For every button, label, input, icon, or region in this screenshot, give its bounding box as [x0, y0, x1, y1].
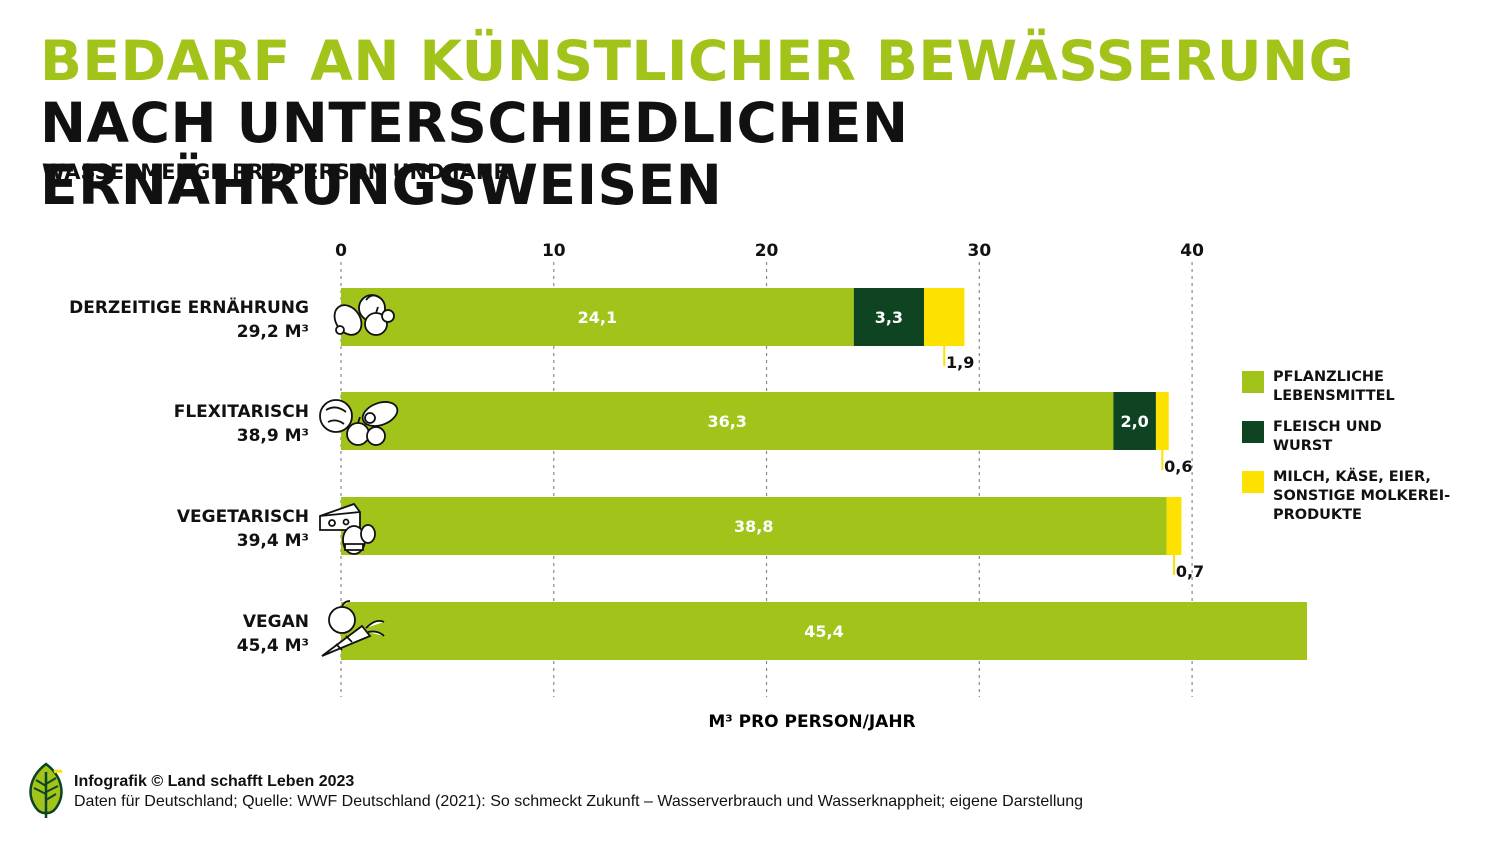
data-label-1-series-3: 1,9 — [946, 353, 974, 372]
data-label-2-series-2: 2,0 — [1120, 412, 1148, 431]
footer-source: Daten für Deutschland; Quelle: WWF Deuts… — [74, 793, 1084, 810]
legend-swatch-meat — [1242, 421, 1264, 443]
data-label-4-series-1: 45,4 — [804, 622, 843, 641]
chart-subtitle: WASSERMENGE PRO PERSON UND JAHR — [42, 160, 510, 184]
category-labels: DERZEITIGE ERNÄHRUNG 29,2 M³ FLEXITARISCH 3… — [69, 296, 309, 656]
category-total-3: 39,4 M³ — [237, 531, 309, 551]
bar-4-series-1 — [341, 602, 1307, 660]
bar-3-series-1 — [341, 497, 1167, 555]
category-total-2: 38,9 M³ — [237, 426, 309, 446]
category-name-2: FLEXITARISCH — [174, 402, 309, 422]
data-label-1-series-2: 3,3 — [875, 308, 903, 327]
title-highlight: BEDARF AN KÜNSTLICHER BEWÄSSERUNG — [40, 29, 1355, 93]
category-name-1: DERZEITIGE ERNÄHRUNG — [69, 296, 309, 318]
apple-carrot-icon — [321, 600, 385, 657]
category-name-3: VEGETARISCH — [177, 507, 309, 527]
data-label-1-series-1: 24,1 — [578, 308, 617, 327]
footer-credit: Infografik © Land schafft Leben 2023 — [74, 773, 355, 790]
legend-swatch-dairy — [1242, 471, 1264, 493]
category-total-4: 45,4 M³ — [237, 636, 309, 656]
bar-3-series-3 — [1166, 497, 1182, 555]
leaf-logo-icon — [29, 762, 63, 818]
x-tick-labels: 0 10 20 30 40 — [335, 241, 1204, 261]
legend: PFLANZLICHE LEBENSMITTEL FLEISCH UND WUR… — [1242, 368, 1492, 537]
legend-item-plant: PFLANZLICHE LEBENSMITTEL — [1242, 368, 1492, 406]
vegetables-meat-icon — [319, 399, 399, 446]
x-tick-label-40: 40 — [1180, 241, 1204, 261]
category-name-4: VEGAN — [243, 612, 309, 632]
bar-1-series-1 — [341, 288, 854, 346]
x-tick-label-10: 10 — [542, 241, 566, 261]
category-total-1: 29,2 M³ — [237, 322, 309, 342]
x-tick-label-0: 0 — [335, 241, 347, 261]
legend-label-dairy: MILCH, KÄSE, EIER, SONSTIGE MOLKEREI- PR… — [1273, 469, 1451, 523]
data-label-2-series-1: 36,3 — [707, 412, 746, 431]
chart-title: BEDARF AN KÜNSTLICHER BEWÄSSERUNG NACH U… — [40, 30, 1480, 216]
bar-2-series-2 — [1113, 392, 1156, 450]
title-rest: NACH UNTERSCHIEDLICHEN ERNÄHRUNGSWEISEN — [40, 91, 909, 217]
bar-1-series-3 — [924, 288, 965, 346]
x-tick-label-20: 20 — [755, 241, 779, 261]
cheese-egg-icon — [319, 502, 376, 555]
data-label-3-series-3: 0,7 — [1176, 562, 1204, 581]
data-label-2-series-3: 0,6 — [1164, 457, 1192, 476]
legend-label-plant: PFLANZLICHE LEBENSMITTEL — [1273, 369, 1395, 404]
category-icons — [319, 294, 399, 657]
x-tick-label-30: 30 — [967, 241, 991, 261]
bar-1-series-2 — [853, 288, 925, 346]
bar-2-series-1 — [341, 392, 1114, 450]
legend-label-meat: FLEISCH UND WURST — [1273, 419, 1382, 454]
x-axis-label: M³ PRO PERSON/JAHR — [708, 712, 915, 732]
data-label-3-series-1: 38,8 — [734, 517, 773, 536]
legend-item-dairy: MILCH, KÄSE, EIER, SONSTIGE MOLKEREI- PR… — [1242, 468, 1492, 525]
legend-swatch-plant — [1242, 371, 1264, 393]
bars: 24,1 3,3 1,9 36,3 2,0 0,6 38,8 0,7 45,4 — [341, 288, 1307, 660]
legend-item-meat: FLEISCH UND WURST — [1242, 418, 1492, 456]
bar-2-series-3 — [1155, 392, 1169, 450]
meat-vegetables-icon — [333, 294, 395, 336]
